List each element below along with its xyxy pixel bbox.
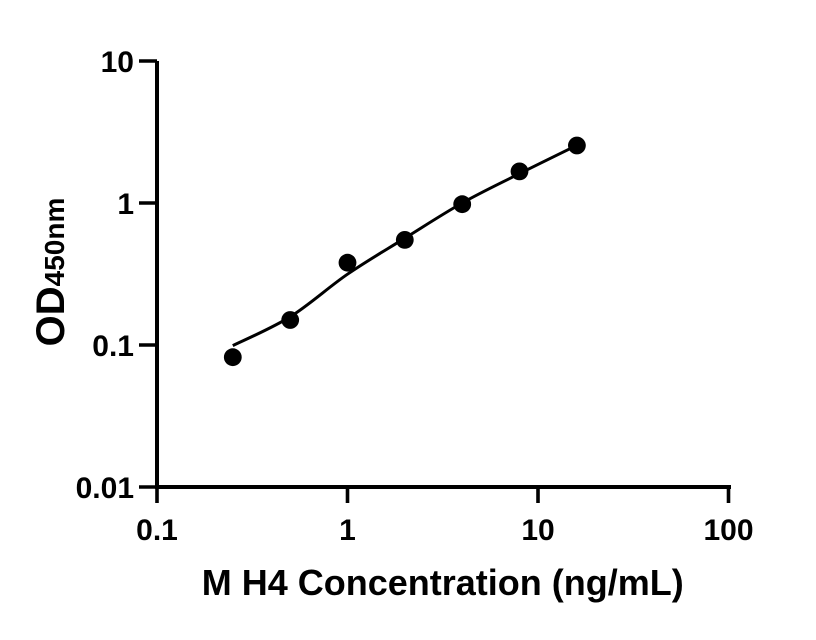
x-tick-label: 1	[339, 514, 356, 547]
axis-frame	[155, 61, 731, 489]
x-tick-label: 0.1	[136, 514, 178, 547]
y-tick-label: 0.1	[92, 330, 134, 363]
ticks-layer	[139, 59, 731, 503]
y-axis-title-subscript: 450nm	[39, 198, 70, 287]
data-point	[568, 136, 586, 155]
data-point	[281, 311, 300, 329]
y-tick-label: 1	[117, 188, 134, 221]
y-tick-label: 10	[101, 46, 134, 79]
y-tick-label: 0.01	[76, 472, 134, 505]
data-point	[338, 253, 357, 272]
x-axis-title: M H4 Concentration (ng/mL)	[202, 562, 684, 603]
data-point	[395, 231, 414, 249]
x-tick-label: 100	[703, 514, 753, 547]
data-point	[510, 162, 529, 181]
axes-layer	[155, 61, 731, 489]
x-tick-label: 10	[521, 514, 554, 547]
series-layer	[223, 136, 586, 367]
y-axis-title-main: OD	[29, 286, 73, 346]
y-axis-title: OD450nm	[29, 198, 73, 347]
data-point	[223, 348, 242, 367]
data-point	[453, 195, 472, 214]
